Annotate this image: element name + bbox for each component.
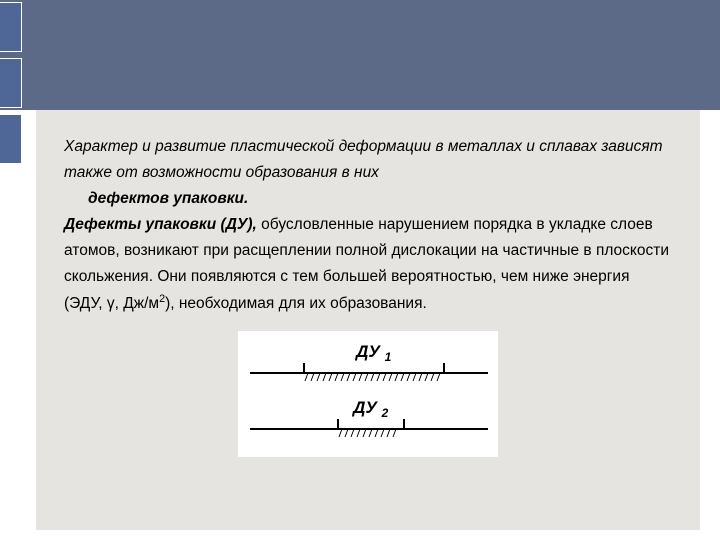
paragraph-2: Дефекты упаковки (ДУ), обусловленные нар…	[64, 212, 672, 317]
content-panel: Характер и развитие пластической деформа…	[36, 110, 700, 530]
stacking-fault-diagram: ДУ1ДУ2	[238, 331, 498, 457]
p1-lead: Характер и развитие пластической деформа…	[64, 138, 663, 181]
side-tab[interactable]	[0, 114, 22, 164]
p1-tail: дефектов упаковки.	[88, 190, 248, 207]
p2-body-b: ), необходимая для их образования.	[165, 295, 427, 312]
figure-wrap: ДУ1ДУ2	[64, 331, 672, 457]
svg-text:1: 1	[385, 350, 392, 364]
p2-lead: Дефекты упаковки (ДУ),	[64, 216, 257, 233]
svg-text:ДУ: ДУ	[354, 342, 381, 361]
side-tab[interactable]	[0, 58, 22, 108]
svg-text:2: 2	[381, 406, 389, 420]
paragraph-1: Характер и развитие пластической деформа…	[64, 134, 672, 212]
side-tab[interactable]	[0, 2, 22, 52]
side-tabs	[0, 0, 22, 164]
header-band	[0, 0, 720, 110]
svg-text:ДУ: ДУ	[351, 398, 378, 417]
